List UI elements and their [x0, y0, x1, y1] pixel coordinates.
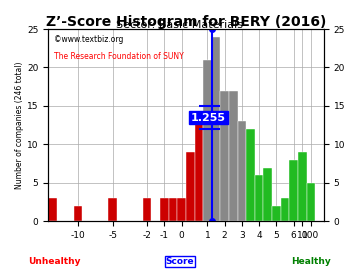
Bar: [177, 198, 186, 221]
Bar: [212, 37, 220, 221]
Bar: [203, 60, 212, 221]
Bar: [272, 206, 281, 221]
Bar: [160, 198, 168, 221]
Bar: [307, 183, 315, 221]
Text: Unhealthy: Unhealthy: [28, 257, 80, 266]
Bar: [220, 90, 229, 221]
Bar: [281, 198, 289, 221]
Bar: [74, 206, 82, 221]
Bar: [298, 152, 307, 221]
Bar: [289, 160, 298, 221]
Bar: [229, 90, 238, 221]
Text: ©www.textbiz.org: ©www.textbiz.org: [54, 35, 123, 44]
Bar: [246, 129, 255, 221]
Bar: [168, 198, 177, 221]
Bar: [143, 198, 152, 221]
Text: Score: Score: [166, 257, 194, 266]
Bar: [48, 198, 57, 221]
Bar: [194, 114, 203, 221]
Text: 1.255: 1.255: [191, 113, 226, 123]
Bar: [264, 168, 272, 221]
Bar: [186, 152, 194, 221]
Y-axis label: Number of companies (246 total): Number of companies (246 total): [15, 62, 24, 189]
Bar: [255, 175, 264, 221]
Text: Healthy: Healthy: [292, 257, 331, 266]
Bar: [238, 122, 246, 221]
Text: The Research Foundation of SUNY: The Research Foundation of SUNY: [54, 52, 183, 61]
Text: Sector: Basic Materials: Sector: Basic Materials: [117, 20, 243, 30]
Bar: [108, 198, 117, 221]
Title: Z’-Score Histogram for BERY (2016): Z’-Score Histogram for BERY (2016): [46, 15, 326, 29]
